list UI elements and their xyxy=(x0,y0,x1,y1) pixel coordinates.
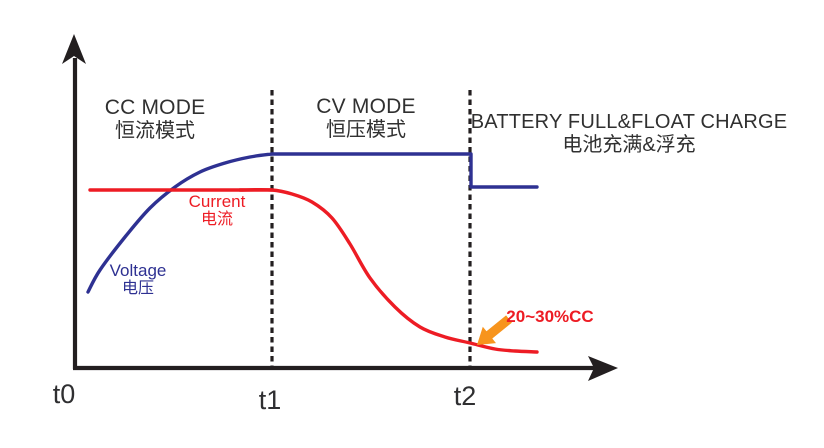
current-series-label: Current 电流 xyxy=(188,192,246,229)
x-tick-t0: t0 xyxy=(52,379,76,409)
x-axis-arrow-icon xyxy=(588,356,618,381)
phase-cv-mode-label: CV MODE 恒压模式 xyxy=(316,95,415,142)
voltage-series-label-cn: 电压 xyxy=(121,280,155,297)
phase-cv-mode-en: CV MODE xyxy=(316,95,416,118)
y-axis-arrow-icon xyxy=(62,34,86,64)
callout-arrow-icon xyxy=(477,315,512,345)
phase-float-charge-en: BATTERY FULL&FLOAT CHARGE xyxy=(470,111,788,133)
phase-boundary-lines xyxy=(270,90,472,368)
voltage-curve-segment-0 xyxy=(86,152,274,294)
callout-text: 20~30%CC xyxy=(506,307,594,326)
phase-float-charge-label: BATTERY FULL&FLOAT CHARGE 电池充满&浮充 xyxy=(471,110,788,157)
x-tick-t2: t2 xyxy=(453,381,477,411)
voltage-curve-segment-1 xyxy=(270,152,539,189)
series-curves xyxy=(86,152,539,354)
x-tick-t1: t1 xyxy=(258,385,282,415)
voltage-series-label-en: Voltage xyxy=(109,261,167,280)
voltage-series-label: Voltage 电压 xyxy=(109,261,167,298)
phase-cv-mode-cn: 恒压模式 xyxy=(325,119,406,141)
phase-cc-mode-cn: 恒流模式 xyxy=(114,120,195,142)
current-series-label-cn: 电流 xyxy=(200,211,233,228)
current-series-label-en: Current xyxy=(188,192,246,211)
current-curve-segment-1 xyxy=(238,187,539,354)
phase-cc-mode-en: CC MODE xyxy=(104,96,206,119)
phase-cc-mode-label: CC MODE 恒流模式 xyxy=(105,96,206,143)
phase-float-charge-cn: 电池充满&浮充 xyxy=(562,134,696,156)
